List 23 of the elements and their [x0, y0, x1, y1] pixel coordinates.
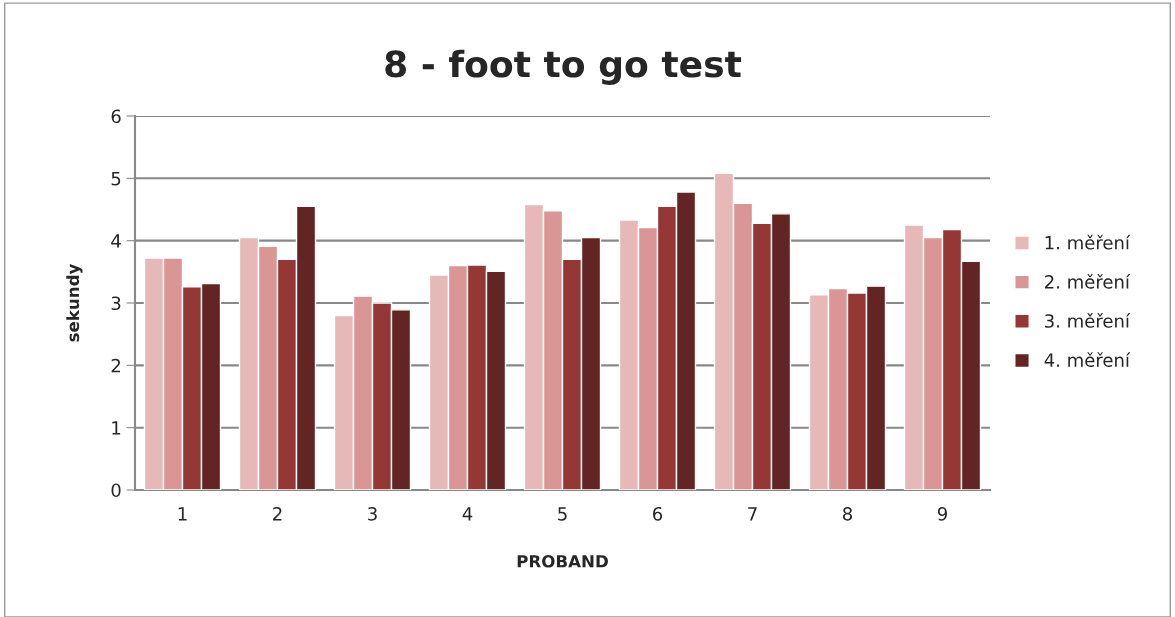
x-tick-label: 5: [558, 507, 567, 521]
y-axis-title: sekundy: [66, 263, 83, 342]
x-tick-label: 1: [178, 507, 187, 521]
x-tick-label: 8: [842, 506, 853, 521]
y-tick-label: 3: [111, 296, 121, 311]
legend-label: 4. měření: [1044, 352, 1131, 367]
y-tick-label: 1: [112, 421, 121, 435]
x-axis-title: PROBAND: [517, 554, 608, 568]
y-tick-label: 2: [111, 358, 120, 373]
y-tick-label: 5: [111, 172, 121, 186]
y-tick-label: 4: [111, 234, 121, 248]
legend-label: 1. měření: [1045, 234, 1131, 250]
y-tick-label: 6: [111, 109, 121, 124]
x-tick-label: 3: [368, 506, 377, 521]
legend-label: 3. měření: [1045, 313, 1131, 328]
chart-title: 8 - foot to go test: [385, 49, 742, 85]
x-tick-label: 6: [653, 506, 663, 521]
x-tick-label: 4: [462, 507, 473, 521]
y-tick-label: 0: [111, 483, 121, 498]
x-tick-label: 9: [937, 506, 947, 521]
legend-label: 2. měření: [1045, 273, 1131, 289]
x-tick-label: 2: [273, 506, 282, 521]
x-tick-label: 7: [748, 507, 757, 521]
